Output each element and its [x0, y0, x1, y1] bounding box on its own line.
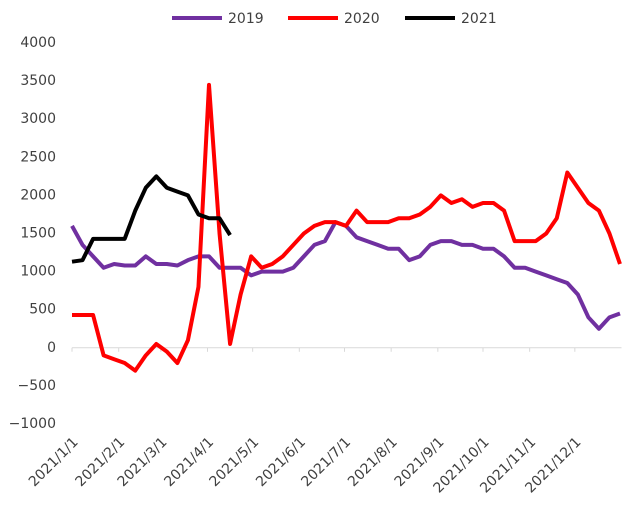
y-tick-label: 0: [47, 340, 56, 356]
y-tick-label: 1000: [20, 264, 56, 280]
x-tick-label: 2021/1/1: [26, 434, 82, 490]
y-tick-label: 500: [29, 302, 56, 318]
legend-label: 2019: [228, 11, 264, 27]
y-tick-label: 3500: [20, 73, 56, 89]
y-tick-label: 3000: [20, 111, 56, 127]
y-tick-label: −500: [18, 378, 56, 394]
x-tick-label: 2021/8/1: [345, 434, 401, 490]
x-tick-label: 2021/5/1: [207, 434, 263, 490]
y-tick-label: 1500: [20, 226, 56, 242]
y-tick-label: 4000: [20, 35, 56, 51]
series-line: [72, 82, 622, 373]
legend-label: 2021: [461, 11, 497, 27]
legend-label: 2020: [344, 11, 380, 27]
y-tick-label: 2500: [20, 149, 56, 165]
y-tick-label: 2000: [20, 187, 56, 203]
series-line: [71, 174, 232, 264]
x-tick-label: 2021/7/1: [298, 434, 354, 490]
y-tick-label: −1000: [9, 416, 56, 432]
